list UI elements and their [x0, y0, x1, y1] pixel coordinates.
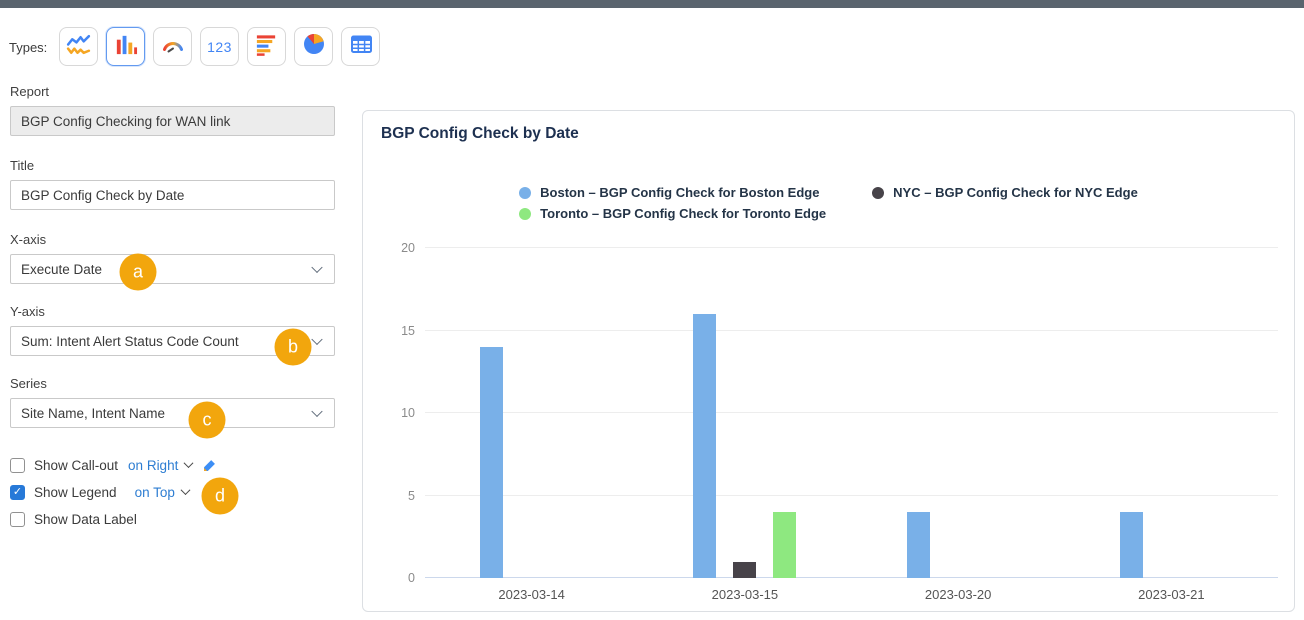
legend-label: Boston – BGP Config Check for Boston Edg… [540, 185, 820, 200]
number-icon: 123 [207, 38, 232, 55]
show-data-label-row: Show Data Label [10, 506, 335, 533]
types-label: Types: [9, 40, 48, 55]
chart-plot-area: 0 5 10 15 20 2023-03-14 2023-03-15 2023-03-20 20… [401, 241, 1278, 602]
y-axis-label: Y-axis [10, 304, 45, 319]
top-window-strip [0, 0, 1304, 8]
title-label: Title [10, 158, 35, 173]
pie-chart-icon [301, 31, 327, 62]
legend-dot-icon [872, 186, 885, 199]
series-select[interactable]: Site Name, Intent Name [10, 398, 335, 428]
title-field[interactable]: BGP Config Check by Date [10, 180, 335, 210]
series-label: Series [10, 376, 47, 391]
hbar-chart-icon [254, 32, 279, 62]
chart-type-hbar-chart-button[interactable] [247, 27, 286, 66]
x-axis-select[interactable]: Execute Date [10, 254, 335, 284]
show-callout-checkbox[interactable] [10, 458, 25, 473]
report-label: Report [10, 84, 50, 99]
gridline [425, 494, 1278, 496]
bar-2023-03-15-series-1 [733, 561, 757, 578]
legend-item-2[interactable]: Toronto – BGP Config Check for Toronto E… [519, 206, 826, 221]
legend-label: NYC – BGP Config Check for NYC Edge [893, 185, 1138, 200]
y-tick-label: 0 [408, 571, 415, 585]
y-axis-value: Sum: Intent Alert Status Code Count [21, 333, 239, 349]
bar-group-2023-03-14 [425, 248, 638, 578]
chart-type-bar-chart-button[interactable] [106, 27, 145, 66]
x-tick-label: 2023-03-15 [711, 587, 779, 602]
bar-2023-03-15-series-0 [693, 314, 717, 578]
legend-position-dropdown[interactable]: on Top [134, 485, 175, 500]
line-chart-icon [65, 31, 92, 63]
x-tick-label: 2023-03-14 [498, 587, 565, 602]
y-tick-label: 5 [408, 488, 415, 503]
table-icon [348, 31, 374, 62]
legend-dot-icon [519, 186, 532, 199]
chart-type-table-button[interactable] [341, 27, 380, 66]
marker-badge-c: c [188, 401, 226, 439]
chart-type-pie-chart-button[interactable] [294, 27, 333, 66]
bar-2023-03-21-series-0 [1119, 512, 1143, 578]
show-data-label-checkbox[interactable] [10, 512, 25, 527]
chevron-down-icon [311, 405, 323, 418]
bar-2023-03-20-series-0 [906, 512, 930, 578]
show-legend-row: ✓ Show Legend on Top [10, 479, 335, 506]
bar-2023-03-14-series-0 [480, 347, 504, 578]
chevron-down-icon [311, 261, 323, 274]
legend-dot-icon [519, 207, 532, 220]
chart-title: BGP Config Check by Date [381, 125, 579, 142]
series-value: Site Name, Intent Name [21, 405, 166, 421]
chart-type-toolbar: 123 [59, 27, 380, 66]
bars-area [425, 248, 1278, 578]
y-tick-label: 20 [401, 241, 415, 255]
report-field: BGP Config Checking for WAN link [10, 106, 335, 136]
bar-chart-icon [113, 32, 138, 62]
display-options: Show Call-out on Right ✓ Show Legend on … [10, 452, 335, 533]
legend-item-0[interactable]: Boston – BGP Config Check for Boston Edg… [519, 185, 826, 200]
chart-type-number-button[interactable]: 123 [200, 27, 239, 66]
gauge-icon [160, 31, 186, 62]
legend-label: Toronto – BGP Config Check for Toronto E… [540, 206, 827, 221]
bar-group-2023-03-21 [1065, 248, 1278, 578]
chevron-down-icon [311, 333, 323, 346]
y-tick-label: 15 [401, 323, 415, 338]
chart-type-gauge-button[interactable] [153, 27, 192, 66]
legend-item-1[interactable]: NYC – BGP Config Check for NYC Edge [872, 185, 1138, 200]
report-settings-panel: Report BGP Config Checking for WAN link … [10, 84, 335, 533]
show-legend-label: Show Legend [34, 485, 117, 500]
x-tick-label: 2023-03-21 [1138, 587, 1205, 602]
x-axis-labels: 2023-03-14 2023-03-15 2023-03-20 2023-03-21 [425, 587, 1278, 602]
show-legend-checkbox[interactable]: ✓ [10, 485, 25, 500]
marker-badge-a: a [119, 253, 157, 291]
chart-type-line-chart-button[interactable] [59, 27, 98, 66]
y-tick-label: 10 [401, 406, 415, 420]
show-callout-label: Show Call-out [34, 458, 119, 473]
chevron-down-icon [180, 485, 191, 496]
callout-position-dropdown[interactable]: on Right [128, 458, 179, 473]
chevron-down-icon [183, 458, 194, 469]
show-callout-row: Show Call-out on Right [10, 452, 335, 479]
chart-legend: Boston – BGP Config Check for Boston Edg… [363, 185, 1294, 221]
bar-group-2023-03-20 [852, 248, 1065, 578]
x-tick-label: 2023-03-20 [924, 587, 992, 602]
chart-preview-panel: BGP Config Check by Date Boston – BGP Co… [362, 110, 1295, 612]
bar-2023-03-15-series-2 [773, 512, 797, 578]
marker-badge-d: d [201, 477, 239, 515]
bar-group-2023-03-15 [638, 248, 851, 578]
marker-badge-b: b [274, 328, 312, 366]
x-axis-line [425, 577, 1278, 578]
gridline [425, 247, 1278, 248]
x-axis-value: Execute Date [21, 261, 103, 277]
show-data-label-label: Show Data Label [34, 512, 137, 527]
gridline [425, 412, 1278, 413]
edit-callout-pencil-icon[interactable] [202, 458, 217, 473]
x-axis-label: X-axis [10, 232, 47, 247]
gridline [425, 329, 1278, 331]
